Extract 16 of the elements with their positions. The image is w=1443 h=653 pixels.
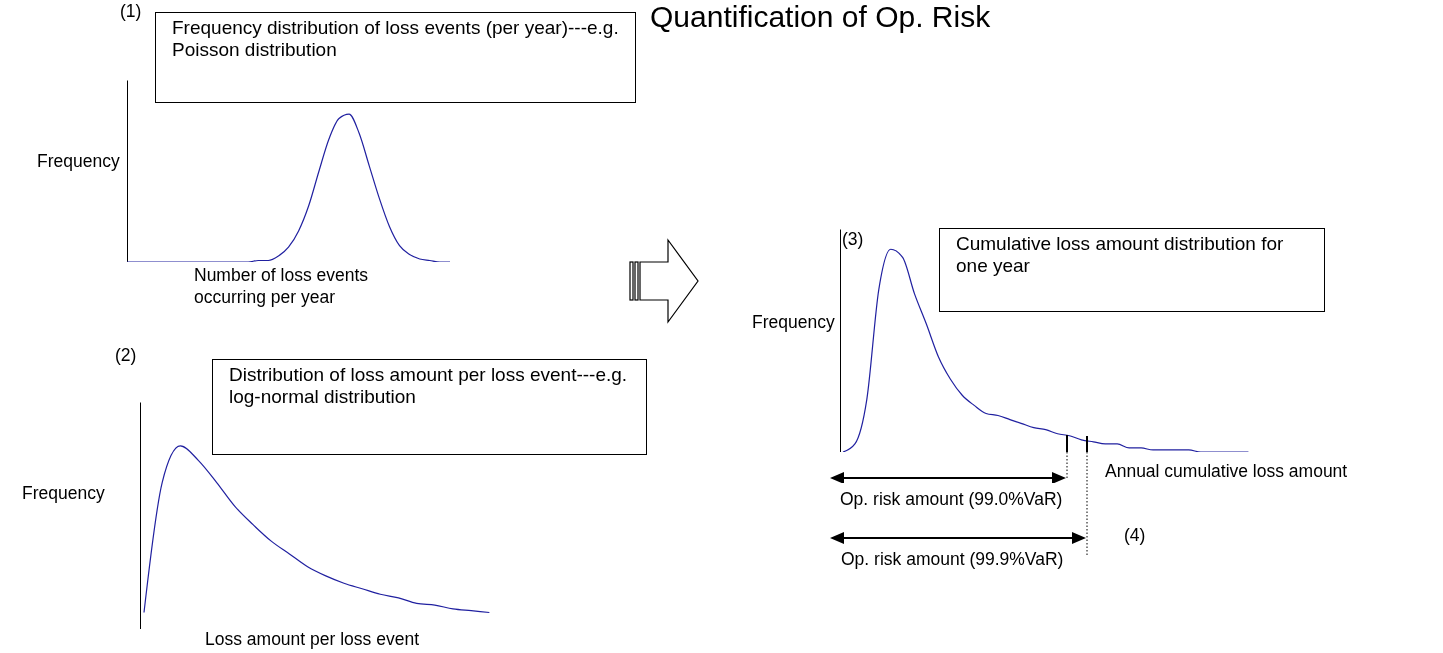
chart-title: Frequency distribution of loss events (per year)---e.g. Poisson distribution [155,12,636,103]
text: (1) [120,0,142,22]
text: (2) [115,344,137,366]
x-axis-title: Number of loss events occurring per year [194,264,370,308]
text: Op. risk amount (99.0%VaR) [840,488,1063,510]
y-axis-title: Frequency [22,482,105,504]
x-axis-title: Annual cumulative loss amount [1105,460,1349,482]
chart-title: Cumulative loss amount distribution for one year [939,228,1325,312]
text: (4) [1124,524,1146,546]
y-axis-title: Frequency [37,150,120,172]
chart-title: Distribution of loss amount per loss event---e.g. log-normal distribution [212,359,647,455]
x-axis-title: Loss amount per loss event [205,628,420,650]
text: (3) [842,228,864,250]
y-axis-title: Frequency [752,311,835,333]
text: Op. risk amount (99.9%VaR) [841,548,1064,570]
text: Quantification of Op. Risk [650,0,991,34]
